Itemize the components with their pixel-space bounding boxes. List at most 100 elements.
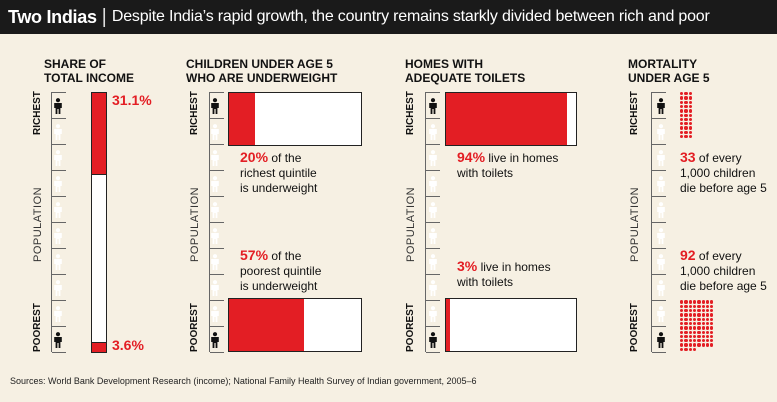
annot-text: with toilets bbox=[457, 275, 514, 289]
faded-person-icon bbox=[211, 254, 219, 270]
annot-text: live in homes bbox=[485, 151, 559, 165]
axis-tick bbox=[52, 222, 66, 223]
mortality-dot bbox=[697, 317, 701, 321]
axis-tick bbox=[210, 144, 224, 145]
faded-person-icon bbox=[54, 150, 62, 166]
underweight-poorest-bar bbox=[229, 299, 304, 351]
mortality-dot bbox=[688, 126, 692, 130]
annot-text: of the bbox=[268, 151, 302, 165]
mortality-dot bbox=[697, 339, 701, 343]
faded-person-icon bbox=[211, 124, 219, 140]
mortality-dot bbox=[680, 317, 684, 321]
mortality-dot bbox=[688, 313, 692, 317]
mortality-dot bbox=[692, 334, 697, 339]
chart-title: Two Indias bbox=[8, 6, 97, 27]
annot-text: with toilets bbox=[457, 166, 514, 180]
axis-tick bbox=[210, 326, 224, 327]
faded-person-icon bbox=[211, 150, 219, 166]
mortality-dot bbox=[688, 339, 692, 343]
mortality-dot bbox=[705, 343, 710, 347]
mortality-poorest-annotation: 92 of every 1,000 children die before ag… bbox=[680, 248, 767, 294]
axis-tick bbox=[652, 222, 666, 223]
faded-person-icon bbox=[429, 202, 437, 218]
mortality-dot bbox=[710, 321, 714, 326]
person-icon bbox=[54, 332, 62, 348]
mortality-dot bbox=[710, 343, 714, 347]
mortality-dot bbox=[688, 343, 692, 347]
mortality-dot bbox=[684, 326, 688, 330]
axis-line bbox=[51, 92, 52, 352]
mortality-dot bbox=[692, 326, 697, 330]
person-icon bbox=[429, 332, 437, 348]
title-separator: | bbox=[101, 5, 107, 28]
mortality-dot bbox=[680, 122, 684, 126]
faded-person-icon bbox=[657, 202, 665, 218]
income-richest-bar bbox=[92, 93, 106, 174]
mortality-dot bbox=[684, 304, 688, 309]
mortality-dot bbox=[680, 130, 684, 135]
mortality-dot bbox=[684, 339, 688, 343]
underweight-panel-title: CHILDREN UNDER AGE 5 WHO ARE UNDERWEIGHT bbox=[186, 57, 337, 85]
faded-person-icon bbox=[429, 228, 437, 244]
axis-tick bbox=[426, 300, 440, 301]
mortality-dot bbox=[684, 343, 688, 347]
mortality-dot bbox=[680, 100, 684, 104]
mortality-dot bbox=[701, 334, 705, 339]
person-icon bbox=[429, 98, 437, 114]
title-line: MORTALITY bbox=[628, 57, 698, 71]
mortality-dot bbox=[692, 309, 697, 313]
mortality-panel-title: MORTALITY UNDER AGE 5 bbox=[628, 57, 710, 85]
mortality-population-label: POPULATION bbox=[629, 186, 641, 262]
title-line: HOMES WITH bbox=[405, 57, 483, 71]
mortality-dot bbox=[684, 113, 688, 117]
toilets-richest-label: RICHEST bbox=[405, 91, 416, 135]
mortality-dot bbox=[688, 104, 692, 109]
mortality-dot bbox=[705, 339, 710, 343]
mortality-richest-label: RICHEST bbox=[629, 91, 640, 135]
axis-tick bbox=[210, 222, 224, 223]
mortality-dot bbox=[705, 304, 710, 309]
annot-text: 1,000 children bbox=[680, 264, 756, 278]
mortality-dot bbox=[692, 343, 697, 347]
mortality-dot bbox=[680, 326, 684, 330]
mortality-dot bbox=[697, 309, 701, 313]
toilets-panel-title: HOMES WITH ADEQUATE TOILETS bbox=[405, 57, 525, 85]
toilets-richest-bar bbox=[446, 93, 567, 145]
income-poorest-bar bbox=[92, 343, 106, 352]
mortality-dot bbox=[692, 321, 697, 326]
mortality-dot bbox=[701, 317, 705, 321]
title-line: ADEQUATE TOILETS bbox=[405, 71, 526, 85]
mortality-dot bbox=[701, 339, 705, 343]
axis-tick bbox=[52, 196, 66, 197]
mortality-dot bbox=[684, 96, 688, 100]
axis-tick bbox=[52, 300, 66, 301]
annot-text: 1,000 children bbox=[680, 166, 756, 180]
income-richest-value: 31.1% bbox=[112, 92, 152, 108]
mortality-dot bbox=[688, 117, 692, 122]
mortality-dot bbox=[688, 309, 692, 313]
mortality-dot bbox=[688, 304, 692, 309]
axis-tick bbox=[652, 326, 666, 327]
mortality-dot bbox=[688, 334, 692, 339]
mortality-dot bbox=[701, 343, 705, 347]
toilets-richest-annotation: 94% live in homes with toilets bbox=[457, 150, 558, 181]
mortality-dot bbox=[680, 343, 684, 347]
mortality-dot bbox=[692, 313, 697, 317]
mortality-richest-annotation: 33 of every 1,000 children die before ag… bbox=[680, 150, 767, 196]
axis-tick bbox=[52, 274, 66, 275]
income-poorest-label: POOREST bbox=[32, 303, 43, 352]
axis-tick bbox=[652, 300, 666, 301]
faded-person-icon bbox=[429, 280, 437, 296]
underweight-richest-pct: 20% bbox=[240, 149, 269, 165]
person-icon bbox=[54, 98, 62, 114]
faded-person-icon bbox=[429, 150, 437, 166]
mortality-dot bbox=[684, 126, 688, 130]
faded-person-icon bbox=[54, 228, 62, 244]
axis-tick bbox=[52, 144, 66, 145]
mortality-dot bbox=[680, 117, 684, 122]
mortality-dot bbox=[692, 317, 697, 321]
faded-person-icon bbox=[54, 306, 62, 322]
axis-tick bbox=[652, 118, 666, 119]
title-line: UNDER AGE 5 bbox=[628, 71, 710, 85]
mortality-dot bbox=[684, 330, 688, 334]
